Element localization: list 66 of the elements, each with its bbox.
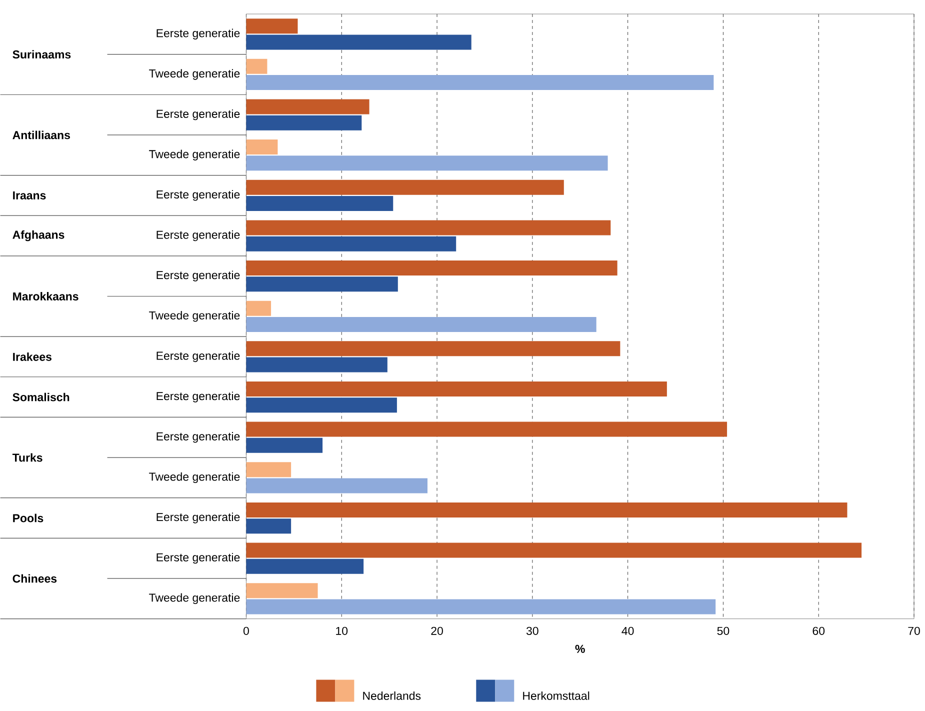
x-tick-label: 70 bbox=[908, 626, 920, 636]
y-tick-label: Tweede generatie bbox=[149, 472, 240, 484]
y-tick-label: Eerste generatie bbox=[156, 432, 240, 443]
text: Chinees bbox=[12, 574, 57, 583]
bar bbox=[246, 18, 298, 34]
x-axis-title: % bbox=[575, 644, 585, 654]
bar bbox=[246, 276, 398, 292]
bar bbox=[246, 341, 620, 356]
y-tick-label: Tweede generatie bbox=[149, 593, 240, 604]
bar bbox=[246, 115, 362, 130]
text: Surinaams bbox=[12, 50, 71, 59]
bar bbox=[246, 502, 848, 518]
bar bbox=[246, 422, 728, 437]
bar bbox=[246, 140, 278, 155]
bar bbox=[246, 599, 716, 614]
bar bbox=[246, 236, 456, 252]
bar bbox=[246, 382, 667, 397]
y-tick-label: Eerste generatie bbox=[156, 351, 240, 362]
y-tick-label: Eerste generatie bbox=[156, 270, 240, 282]
bar bbox=[246, 542, 862, 558]
bar bbox=[246, 156, 608, 171]
x-tick-label: 0 bbox=[243, 626, 249, 636]
y-tick-label: Eerste generatie bbox=[156, 512, 240, 524]
x-tick-label: 30 bbox=[526, 626, 538, 636]
x-tick-label: 10 bbox=[336, 626, 348, 636]
y-tick-label: Eerste generatie bbox=[156, 28, 240, 40]
text: Pools bbox=[13, 514, 44, 522]
text: Afghaans bbox=[12, 230, 64, 242]
y-tick-label: Tweede generatie bbox=[149, 311, 240, 322]
bar bbox=[246, 398, 397, 413]
bar bbox=[246, 75, 714, 90]
bar bbox=[246, 260, 618, 276]
bar bbox=[246, 558, 364, 574]
x-tick-label: 60 bbox=[812, 626, 825, 636]
y-tick-label: Tweede generatie bbox=[149, 150, 240, 161]
bar bbox=[246, 99, 370, 114]
y-tick-label: Eerste generatie bbox=[156, 110, 240, 120]
bar bbox=[246, 518, 292, 534]
bar bbox=[246, 438, 323, 454]
text: Iraans bbox=[13, 192, 46, 200]
bar bbox=[246, 462, 292, 478]
text: Irakees bbox=[13, 352, 52, 362]
bar bbox=[246, 317, 596, 332]
x-tick-label: 50 bbox=[717, 626, 730, 636]
bar bbox=[246, 478, 428, 494]
y-tick-label: Eerste generatie bbox=[156, 392, 240, 403]
bar bbox=[246, 300, 272, 316]
bar bbox=[246, 583, 318, 598]
bar bbox=[246, 180, 564, 195]
y-tick-label: Eerste generatie bbox=[156, 553, 240, 564]
text: Turks bbox=[12, 453, 42, 462]
text: Somalisch bbox=[12, 392, 70, 402]
y-tick-label: Eerste generatie bbox=[156, 230, 240, 242]
x-tick-label: 20 bbox=[431, 626, 443, 636]
bar bbox=[246, 34, 472, 50]
bar bbox=[246, 196, 394, 212]
text: Marokkaans bbox=[13, 292, 78, 301]
bar bbox=[246, 59, 268, 74]
bar bbox=[246, 220, 611, 236]
text: Antilliaans bbox=[12, 130, 70, 140]
x-tick-label: 40 bbox=[622, 626, 634, 636]
legend-label: Nederlands bbox=[363, 692, 421, 700]
y-tick-label: Eerste generatie bbox=[156, 190, 240, 201]
legend-label: Herkomsttaal bbox=[523, 692, 590, 700]
bar bbox=[246, 357, 388, 372]
y-tick-label: Tweede generatie bbox=[149, 69, 240, 80]
